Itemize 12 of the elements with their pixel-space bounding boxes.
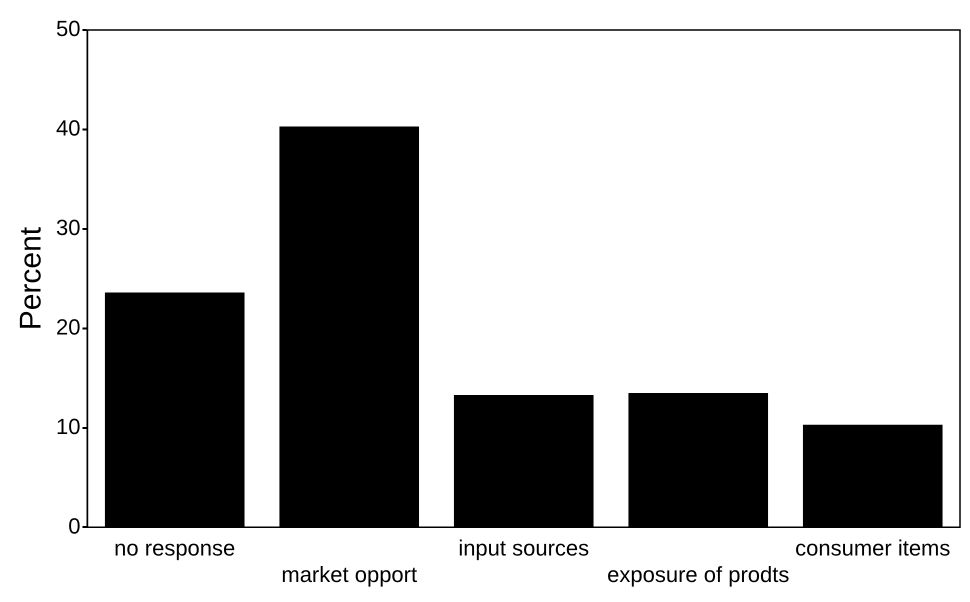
x-tick-label: market opport	[281, 562, 418, 587]
y-tick-label: 0	[68, 513, 80, 538]
x-tick-label: consumer items	[795, 535, 950, 560]
x-tick-label: exposure of prodts	[607, 562, 790, 587]
y-axis-title: Percent	[14, 226, 48, 330]
y-tick-label: 20	[56, 314, 80, 340]
x-tick-label: no response	[114, 535, 236, 560]
y-tick-label: 30	[56, 214, 80, 240]
x-tick-label: input sources	[458, 535, 590, 560]
y-tick-label: 50	[56, 16, 80, 42]
y-tick-label: 40	[56, 116, 80, 141]
y-tick-label: 10	[56, 414, 80, 439]
